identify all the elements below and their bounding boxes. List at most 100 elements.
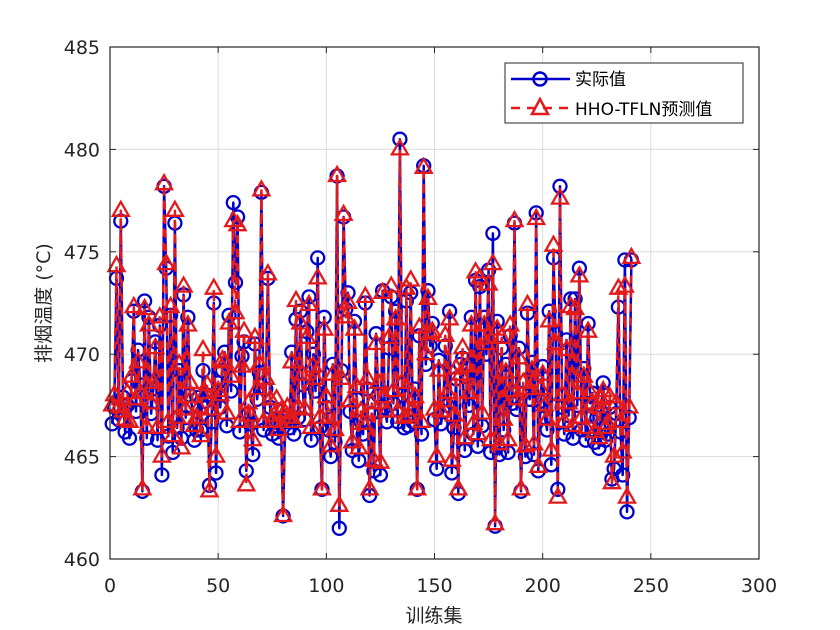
data-point-triangle (123, 295, 144, 314)
y-tick-label: 460 (64, 549, 100, 571)
data-point-triangle (539, 310, 560, 328)
data-point-triangle (610, 410, 631, 428)
data-point-triangle (117, 381, 138, 400)
data-point-triangle (593, 379, 614, 398)
data-point-triangle (138, 314, 159, 332)
data-point-circle (232, 424, 248, 440)
data-point-circle (485, 225, 501, 242)
data-point-triangle (588, 426, 609, 445)
data-point-triangle (219, 312, 239, 330)
data-point-triangle (242, 428, 263, 447)
data-point-circle (580, 315, 596, 332)
data-point-triangle (478, 273, 499, 291)
data-point-triangle (601, 471, 622, 490)
data-point-triangle (545, 332, 566, 351)
data-point-triangle (604, 445, 625, 463)
data-point-triangle (325, 418, 345, 437)
data-point-triangle (385, 308, 406, 326)
data-point-triangle (396, 277, 417, 295)
data-point-triangle (132, 478, 153, 496)
circle-marker-icon (532, 71, 548, 87)
data-point-triangle (169, 353, 190, 371)
data-point-triangle (612, 441, 633, 459)
data-point-triangle (517, 293, 538, 312)
data-point-triangle (467, 422, 488, 441)
data-point-circle (550, 481, 566, 498)
data-point-circle (154, 467, 170, 483)
data-point-circle (139, 430, 155, 446)
data-point-triangle (433, 389, 454, 408)
data-point-triangle (567, 381, 588, 400)
data-point-triangle (134, 297, 155, 316)
data-point-triangle (537, 408, 557, 426)
data-point-triangle (461, 314, 482, 332)
data-point-triangle (128, 351, 149, 369)
data-point-triangle (190, 424, 211, 443)
data-point-triangle (160, 295, 181, 314)
data-point-triangle (571, 406, 592, 424)
data-point-triangle (426, 445, 447, 463)
data-point-triangle (162, 424, 183, 443)
data-point-triangle (500, 314, 521, 332)
data-point-triangle (249, 353, 270, 371)
data-point-circle (305, 346, 322, 362)
data-point-triangle (335, 305, 356, 324)
data-point-triangle (244, 326, 265, 344)
data-point-triangle (463, 412, 484, 430)
x-tick-label: 0 (104, 575, 116, 597)
data-point-triangle (379, 326, 400, 344)
y-tick-label: 475 (64, 242, 100, 264)
data-point-triangle (428, 359, 449, 377)
data-point-triangle (418, 287, 438, 306)
y-axis-title: 排烟温度 (°C) (33, 243, 55, 363)
data-point-triangle (383, 379, 404, 398)
data-point-triangle (454, 426, 475, 445)
data-point-triangle (569, 265, 590, 283)
data-point-circle (617, 252, 633, 268)
x-tick-label: 150 (416, 575, 452, 597)
data-point-triangle (141, 392, 162, 410)
data-point-triangle (563, 414, 583, 433)
data-point-triangle (381, 275, 402, 293)
data-point-triangle (353, 412, 374, 430)
y-tick-label: 480 (64, 139, 100, 161)
data-point-triangle (173, 275, 194, 293)
series-line (110, 148, 633, 526)
data-point-triangle (346, 375, 367, 394)
data-point-triangle (227, 213, 248, 232)
data-point-triangle (221, 365, 242, 383)
data-point-triangle (508, 346, 529, 365)
data-point-circle (225, 194, 241, 211)
data-point-triangle (201, 398, 222, 416)
data-point-triangle (312, 478, 332, 496)
data-point-triangle (565, 297, 586, 316)
data-point-triangle (214, 351, 235, 369)
triangle-marker-icon (529, 96, 551, 116)
data-point-triangle (402, 398, 423, 416)
data-point-circle (526, 446, 542, 463)
data-point-circle (310, 250, 326, 266)
data-point-triangle (327, 164, 348, 183)
data-point-circle (619, 504, 635, 520)
data-point-triangle (405, 385, 425, 404)
data-point-triangle (119, 410, 140, 428)
data-point-triangle (457, 355, 477, 373)
data-point-triangle (199, 480, 220, 498)
data-point-triangle (407, 478, 428, 496)
data-point-circle (258, 381, 274, 397)
data-point-triangle (316, 385, 337, 404)
data-point-triangle (560, 295, 581, 314)
data-point-triangle (472, 402, 493, 420)
series-predicted (102, 138, 642, 531)
data-point-triangle (279, 406, 300, 424)
data-point-circle (284, 344, 300, 360)
data-point-triangle (257, 262, 278, 281)
data-point-triangle (264, 404, 285, 422)
data-point-triangle (448, 478, 469, 496)
data-point-triangle (541, 439, 562, 457)
data-point-triangle (411, 410, 432, 428)
data-point-circle (331, 520, 347, 536)
data-point-triangle (444, 404, 464, 422)
data-point-triangle (489, 432, 510, 451)
data-point-triangle (524, 432, 544, 451)
